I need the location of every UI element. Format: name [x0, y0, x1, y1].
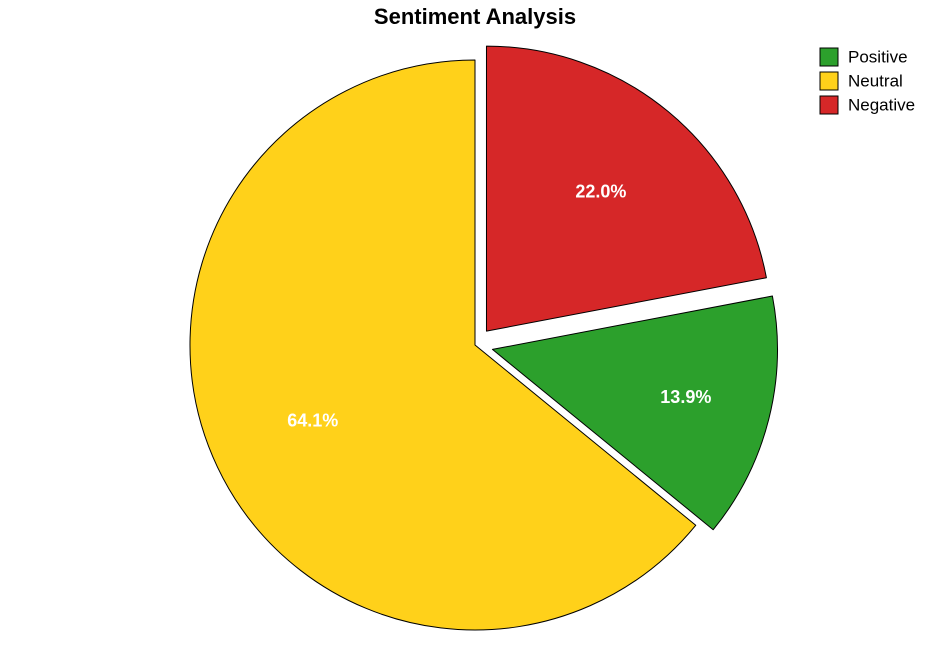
- legend-label-positive: Positive: [848, 47, 908, 66]
- pie-slice-percent-negative: 22.0%: [575, 182, 626, 202]
- chart-svg: Sentiment Analysis 22.0% 13.9% 64.1% Positiv…: [0, 0, 950, 662]
- legend-label-neutral: Neutral: [848, 71, 903, 90]
- sentiment-pie-chart: Sentiment Analysis 22.0% 13.9% 64.1% Positiv…: [0, 0, 950, 662]
- legend-swatch-negative: [820, 96, 838, 114]
- chart-title: Sentiment Analysis: [374, 4, 576, 29]
- legend-label-negative: Negative: [848, 95, 915, 114]
- legend-swatch-neutral: [820, 72, 838, 90]
- legend-swatch-positive: [820, 48, 838, 66]
- pie-slice-percent-neutral: 64.1%: [287, 411, 338, 431]
- pie-slice-percent-positive: 13.9%: [660, 387, 711, 407]
